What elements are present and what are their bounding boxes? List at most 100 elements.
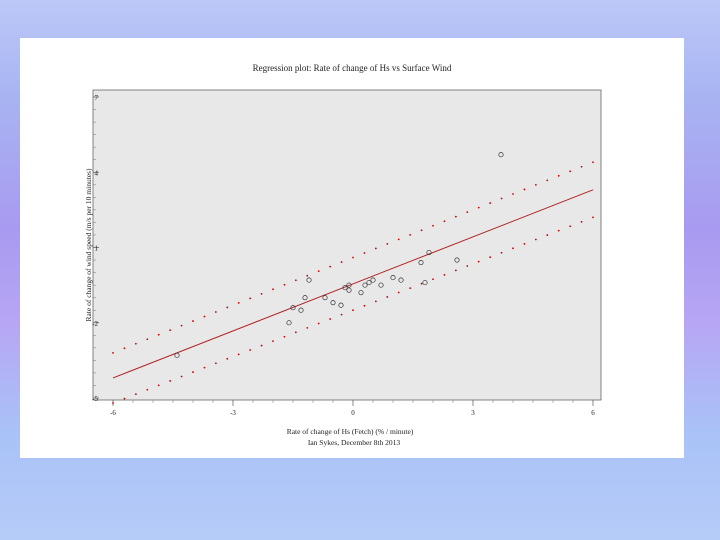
x-tick-label: -3 <box>230 409 236 417</box>
data-point <box>298 307 304 313</box>
lower-band-dot <box>454 269 457 272</box>
upper-band-dot <box>317 270 320 273</box>
data-point <box>346 287 352 293</box>
y-tick-label: 1 <box>95 245 99 253</box>
lower-band-dot <box>534 238 537 241</box>
lower-band-dot <box>409 287 412 290</box>
data-point <box>422 280 428 286</box>
lower-band-dot <box>557 229 560 232</box>
x-tick-label: 0 <box>351 409 355 417</box>
lower-band-dot <box>123 397 126 400</box>
upper-band-dot <box>352 256 354 259</box>
upper-band-dot <box>249 297 252 300</box>
data-point <box>398 277 404 283</box>
upper-band-dot <box>420 229 423 232</box>
lower-band-dot <box>580 220 583 223</box>
data-point <box>358 290 364 296</box>
upper-band-dot <box>157 333 160 336</box>
upper-band-dot <box>226 306 229 309</box>
lower-band-dot <box>432 278 434 281</box>
upper-band-dot <box>237 302 240 304</box>
lower-band-dot <box>523 243 526 245</box>
chart-caption: Ian Sykes, December 8th 2013 <box>308 438 401 447</box>
lower-band-dot <box>192 371 194 373</box>
data-point <box>346 282 352 288</box>
plot-area <box>92 89 602 401</box>
data-point <box>342 285 348 291</box>
data-point <box>366 280 372 286</box>
data-point <box>306 277 312 283</box>
data-point <box>302 295 308 301</box>
data-point <box>322 295 328 301</box>
lower-band-dot <box>203 366 206 369</box>
lower-band-dot <box>146 388 149 391</box>
lower-band-dot <box>283 335 286 338</box>
upper-band-dot <box>477 206 480 209</box>
lower-band-dot <box>374 300 377 303</box>
lower-band-dot <box>317 322 320 325</box>
data-point <box>454 257 460 263</box>
lower-band-dot <box>569 225 572 228</box>
upper-band-dot <box>432 224 434 227</box>
lower-band-dot <box>489 256 492 259</box>
data-point <box>174 352 180 358</box>
upper-band-dot <box>203 315 206 318</box>
lower-band-dot <box>157 384 160 387</box>
upper-band-dot <box>134 342 137 345</box>
lower-band-dot <box>134 393 137 396</box>
lower-band-dot <box>363 304 366 307</box>
regression-line <box>112 189 594 379</box>
upper-band-dot <box>397 238 400 241</box>
upper-band-dot <box>192 320 194 322</box>
lower-band-dot <box>294 331 297 334</box>
lower-band-dot <box>352 309 354 312</box>
x-tick-label: 6 <box>591 409 595 417</box>
lower-band-dot <box>443 273 446 276</box>
upper-band-dot <box>454 215 457 218</box>
upper-band-dot <box>580 165 583 168</box>
lower-band-dot <box>180 375 183 378</box>
data-point <box>418 260 424 266</box>
upper-band-dot <box>409 233 412 236</box>
data-point <box>290 305 296 311</box>
upper-band-dot <box>283 283 286 286</box>
lower-band-dot <box>237 353 240 356</box>
y-tick-label: 4 <box>95 169 99 177</box>
upper-band-dot <box>340 261 343 263</box>
data-point <box>330 300 336 306</box>
lower-band-dot <box>500 251 503 254</box>
lower-band-dot <box>546 234 549 236</box>
lower-band-dot <box>329 318 332 320</box>
upper-band-dot <box>386 243 389 245</box>
upper-band-dot <box>112 351 114 354</box>
lower-band-dot <box>340 313 343 316</box>
lower-band-dot <box>592 216 594 219</box>
slide-panel: Regression plot: Rate of change of Hs vs… <box>20 38 684 458</box>
data-point <box>338 302 344 308</box>
upper-band-dot <box>523 188 526 191</box>
upper-band-dot <box>260 292 263 295</box>
upper-band-dot <box>329 265 332 268</box>
chart-title: Regression plot: Rate of change of Hs vs… <box>253 63 452 73</box>
data-point <box>390 275 396 281</box>
upper-band-dot <box>592 161 594 164</box>
data-point <box>426 249 432 256</box>
data-point <box>498 152 504 158</box>
upper-band-dot <box>534 184 537 186</box>
lower-band-dot <box>397 291 400 294</box>
upper-band-dot <box>272 288 274 291</box>
lower-band-dot <box>272 340 274 343</box>
upper-band-dot <box>146 338 149 341</box>
lower-band-dot <box>214 362 217 365</box>
lower-band-dot <box>420 282 423 285</box>
lower-band-dot <box>169 380 172 382</box>
lower-band-dot <box>477 260 480 263</box>
lower-band-dot <box>466 265 469 267</box>
upper-band-dot <box>500 197 503 200</box>
upper-band-dot <box>546 179 549 182</box>
lower-band-dot <box>512 247 514 250</box>
upper-band-dot <box>294 279 297 282</box>
y-axis-label: Rate of change of wind speed (m/s per 10… <box>84 168 93 322</box>
y-tick-label: -5 <box>92 395 98 403</box>
lower-band-dot <box>226 357 229 360</box>
